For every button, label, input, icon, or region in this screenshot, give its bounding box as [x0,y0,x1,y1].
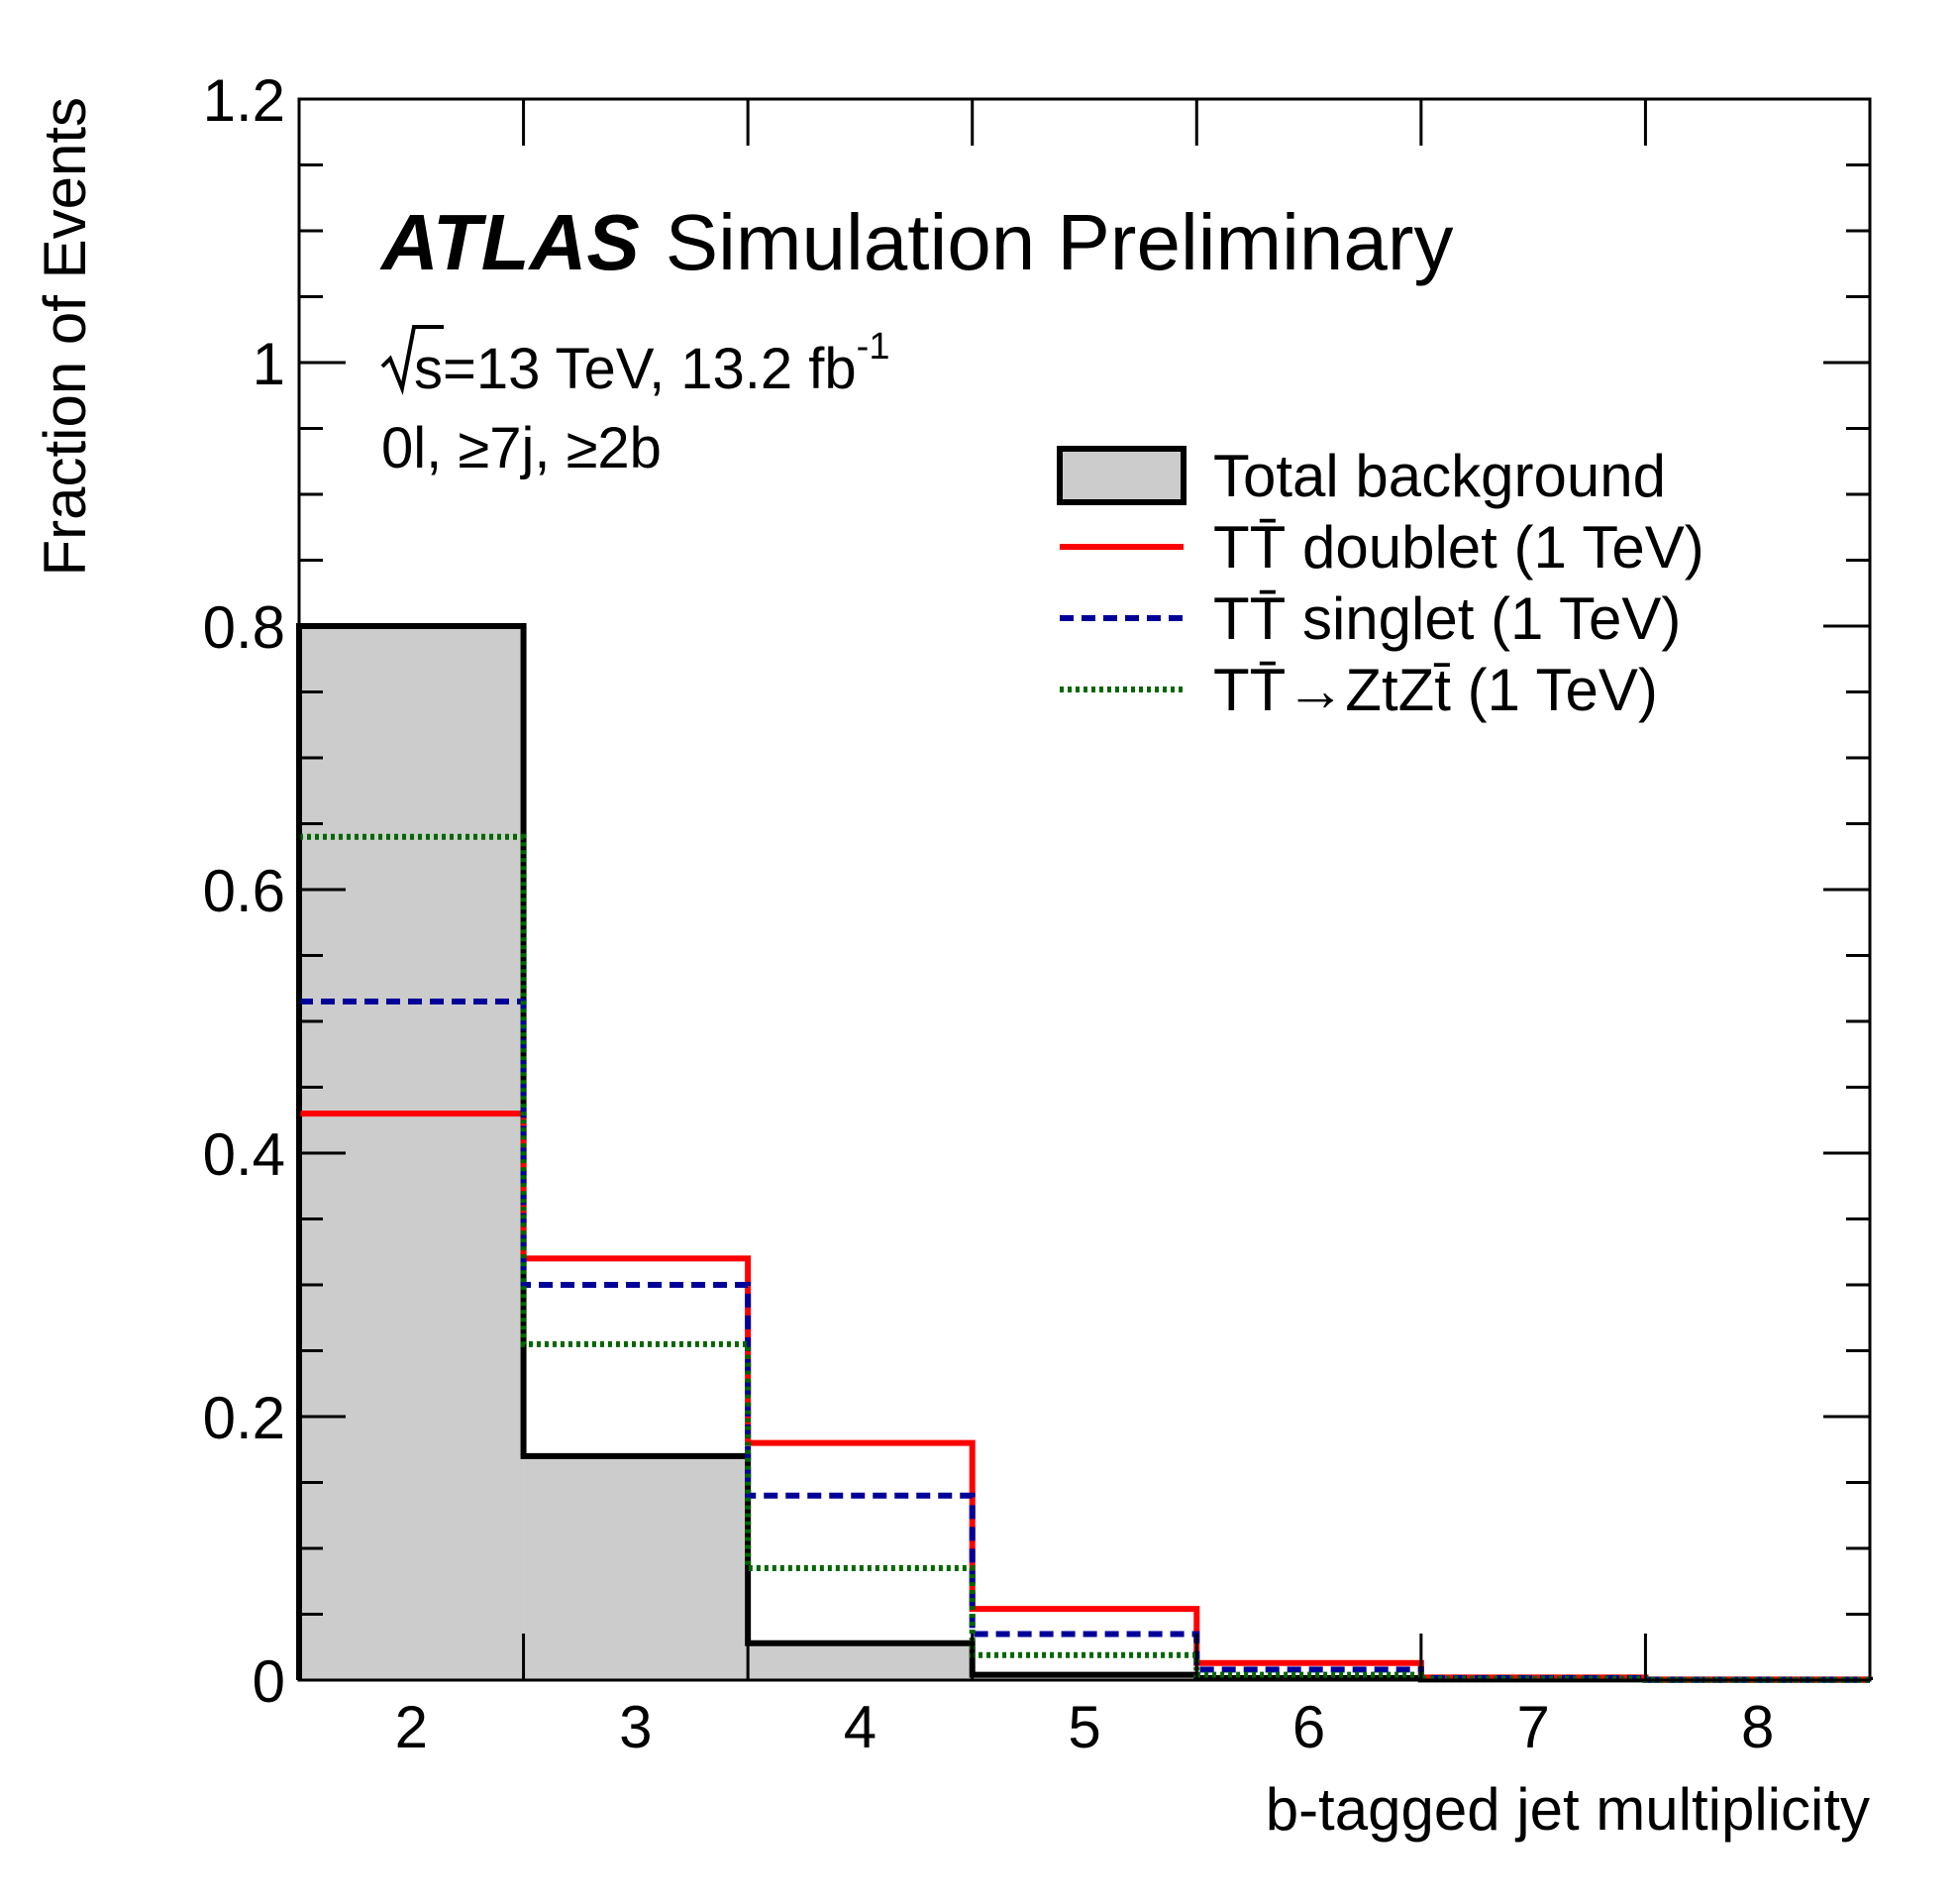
energy-label: s=13 TeV, 13.2 fb-1 [380,325,889,401]
x-tick-label: 5 [1068,1694,1100,1760]
bar-total-background [523,1455,749,1680]
energy-value: =13 TeV, 13.2 fb [443,337,857,401]
y-tick-label: 1 [253,331,285,397]
energy-text: s=13 TeV, 13.2 fb-1 [414,326,889,401]
legend-label: TT̄→ZtZt̄ (1 TeV) [1213,657,1658,723]
legend-swatch-total-background [1057,446,1186,505]
y-tick-label: 0.2 [203,1385,285,1451]
y-tick-label: 0.8 [203,594,285,661]
y-tick-label: 0 [253,1648,285,1715]
legend-label: TT̄ singlet (1 TeV) [1213,585,1681,652]
y-tick-label: 0.6 [203,858,285,924]
x-tick-label: 3 [619,1694,652,1760]
x-tick-label: 2 [395,1694,428,1760]
simulation-label: Simulation Preliminary [666,198,1454,286]
energy-prefix: s [414,337,443,401]
x-tick-label: 4 [844,1694,877,1760]
y-axis-title: Fraction of Events [32,97,98,577]
x-tick-label: 8 [1741,1694,1774,1760]
legend-label: TT̄ doublet (1 TeV) [1213,514,1704,581]
bar-total-background [748,1642,973,1680]
energy-superscript: -1 [857,326,890,368]
legend-label: Total background [1213,443,1666,509]
sqrt-icon [380,325,444,396]
atlas-logo-text: ATLAS [379,198,640,286]
y-tick-label: 1.2 [203,67,285,134]
selection-label: 0l, ≥7j, ≥2b [381,416,662,480]
x-axis-title: b-tagged jet multiplicity [1266,1776,1870,1843]
y-tick-label: 0.4 [203,1121,285,1188]
x-tick-label: 7 [1516,1694,1549,1760]
experiment-label: ATLAS Simulation Preliminary [379,198,1454,286]
axes-layer: 0 0.2 0.4 0.6 0.8 1 1.2 2 3 4 5 6 7 8 [203,67,1872,1760]
text-layer: Fraction of Events b-tagged jet multipli… [32,97,1870,1843]
x-tick-label: 6 [1292,1694,1325,1760]
